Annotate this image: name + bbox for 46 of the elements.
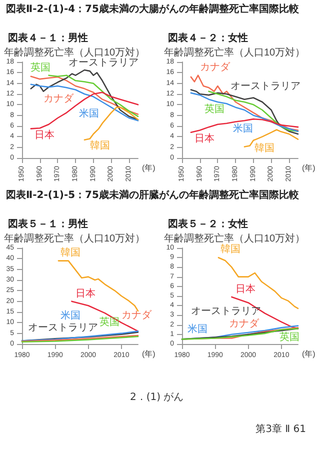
line-series <box>190 118 299 134</box>
series-label: カナダ <box>44 92 75 104</box>
series-label: オーストラリア <box>191 306 262 318</box>
series-label: 英国 <box>204 103 225 116</box>
series-label: 米国 <box>78 108 99 120</box>
series-label: 韓国 <box>60 246 80 258</box>
chart-subtitle: 図表４－２：女性 <box>168 33 248 45</box>
line-series <box>30 84 139 122</box>
series-label: 米国 <box>233 122 254 134</box>
series-label: オーストラリア <box>28 322 98 334</box>
series-label: 英国 <box>280 330 300 343</box>
series-label: オーストラリア <box>68 58 139 68</box>
series-label: 日本 <box>76 287 96 300</box>
series-label: カナダ <box>200 60 232 73</box>
chart-subtitle: 図表５－１：男性 <box>8 219 88 231</box>
series-label: 米国 <box>187 323 208 336</box>
series-label: 日本 <box>236 283 256 296</box>
x-axis-title: (年) <box>142 350 156 358</box>
chart-title: 図表Ⅱ-2-(1)-4：75歳未満の大腸がんの年齢調整死亡率国際比較 <box>6 4 300 16</box>
y-axis-title: 年齢調整死亡率（人口10万対） <box>4 232 146 244</box>
chart-subtitle: 図表５－２：女性 <box>168 219 248 231</box>
series-label: 韓国 <box>90 140 110 152</box>
line-series <box>190 74 299 131</box>
y-axis-title: 年齢調整死亡率（人口10万対） <box>164 232 306 244</box>
series-label: 韓国 <box>254 142 274 154</box>
series-label: 韓国 <box>220 243 240 256</box>
series-label: 英国 <box>99 316 120 328</box>
series-label: 日本 <box>34 129 55 142</box>
x-axis-title: (年) <box>302 350 316 358</box>
y-axis-title: 年齢調整死亡率（人口10万対） <box>164 46 306 58</box>
series-label: オーストラリア <box>230 81 300 92</box>
x-axis-title: (年) <box>142 164 156 172</box>
series-label: 米国 <box>60 310 80 322</box>
series-label: 英国 <box>30 61 50 74</box>
chart-subtitle: 図表４－１：男性 <box>8 33 88 45</box>
chart-title: 図表Ⅱ-2-(1)-5：75歳未満の肝臓がんの年齢調整死亡率国際比較 <box>6 190 300 202</box>
series-label: 日本 <box>194 132 215 144</box>
series-label: カナダ <box>229 318 260 330</box>
text: 2．(1) がん <box>130 391 184 404</box>
y-axis-title: 年齢調整死亡率（人口10万対） <box>4 46 146 58</box>
text: 第3章 Ⅱ 61 <box>256 422 306 436</box>
x-axis-title: (年) <box>302 164 316 172</box>
line-series <box>30 92 139 130</box>
series-label: カナダ <box>121 309 152 322</box>
line-series <box>71 300 139 332</box>
line-series <box>58 260 139 312</box>
